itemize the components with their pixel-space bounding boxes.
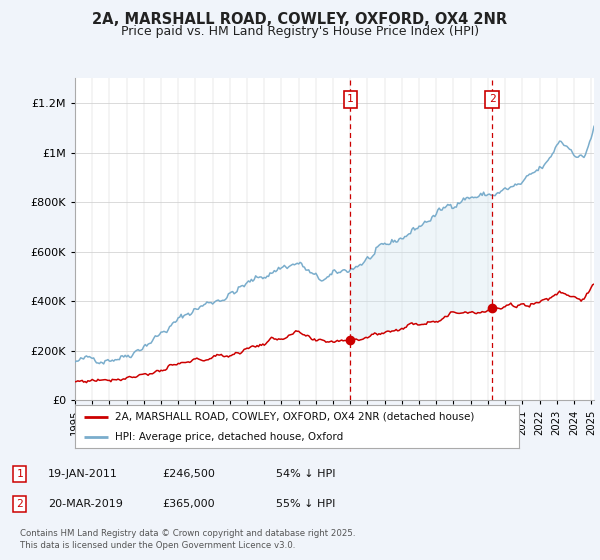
Text: Price paid vs. HM Land Registry's House Price Index (HPI): Price paid vs. HM Land Registry's House …: [121, 25, 479, 38]
Text: £246,500: £246,500: [162, 469, 215, 479]
Text: 2: 2: [489, 95, 496, 105]
Text: 2A, MARSHALL ROAD, COWLEY, OXFORD, OX4 2NR (detached house): 2A, MARSHALL ROAD, COWLEY, OXFORD, OX4 2…: [115, 412, 475, 422]
Text: 1: 1: [347, 95, 353, 105]
Text: Contains HM Land Registry data © Crown copyright and database right 2025.
This d: Contains HM Land Registry data © Crown c…: [20, 529, 355, 550]
Text: 2: 2: [16, 499, 23, 509]
Text: 20-MAR-2019: 20-MAR-2019: [48, 499, 123, 509]
Text: HPI: Average price, detached house, Oxford: HPI: Average price, detached house, Oxfo…: [115, 432, 343, 442]
Text: 54% ↓ HPI: 54% ↓ HPI: [276, 469, 335, 479]
Text: 1: 1: [16, 469, 23, 479]
Text: £365,000: £365,000: [162, 499, 215, 509]
Text: 19-JAN-2011: 19-JAN-2011: [48, 469, 118, 479]
Text: 2A, MARSHALL ROAD, COWLEY, OXFORD, OX4 2NR: 2A, MARSHALL ROAD, COWLEY, OXFORD, OX4 2…: [92, 12, 508, 27]
Text: 55% ↓ HPI: 55% ↓ HPI: [276, 499, 335, 509]
